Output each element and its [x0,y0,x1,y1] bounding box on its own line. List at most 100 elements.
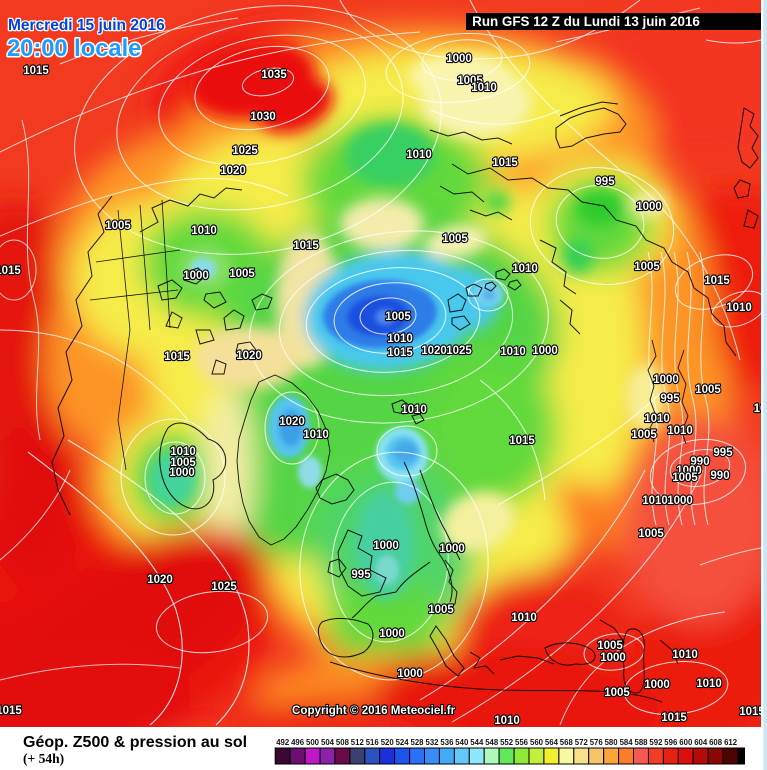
svg-text:1000: 1000 [373,540,399,552]
svg-text:504: 504 [321,738,335,747]
svg-text:1000: 1000 [439,543,465,555]
svg-text:1010: 1010 [696,678,722,690]
svg-text:1000: 1000 [169,467,195,479]
svg-text:560: 560 [530,738,544,747]
svg-text:1010: 1010 [494,715,520,727]
svg-text:995: 995 [713,447,733,459]
svg-text:1005: 1005 [170,457,196,469]
svg-text:580: 580 [605,738,619,747]
svg-text:600: 600 [679,738,693,747]
svg-text:1005: 1005 [631,429,657,441]
svg-text:1005: 1005 [229,268,255,280]
svg-text:1005: 1005 [385,311,411,323]
svg-text:500: 500 [306,738,320,747]
svg-text:1005: 1005 [457,75,483,87]
svg-text:1010: 1010 [667,425,693,437]
svg-text:1015: 1015 [23,65,49,77]
svg-text:1015: 1015 [704,275,730,287]
svg-text:1010: 1010 [644,413,670,425]
svg-text:492: 492 [276,738,290,747]
svg-text:Run GFS 12 Z du Lundi 13 juin: Run GFS 12 Z du Lundi 13 juin 2016 [472,14,700,29]
svg-text:1015: 1015 [509,435,535,447]
svg-text:572: 572 [575,738,589,747]
svg-text:536: 536 [440,738,454,747]
svg-text:1015: 1015 [293,240,319,252]
svg-text:1000: 1000 [653,374,679,386]
svg-text:1010: 1010 [511,612,537,624]
svg-text:1010: 1010 [512,263,538,275]
svg-text:532: 532 [425,738,439,747]
svg-text:1015: 1015 [164,351,190,363]
svg-text:520: 520 [381,738,395,747]
svg-text:516: 516 [366,738,380,747]
svg-text:1030: 1030 [250,111,276,123]
svg-text:496: 496 [291,738,305,747]
svg-text:995: 995 [351,569,371,581]
svg-text:1020: 1020 [220,165,246,177]
svg-text:608: 608 [709,738,723,747]
svg-text:1010: 1010 [170,446,196,458]
svg-text:1010: 1010 [672,649,698,661]
svg-text:1020: 1020 [147,574,173,586]
svg-text:1010: 1010 [191,225,217,237]
svg-text:512: 512 [351,738,365,747]
svg-text:1005: 1005 [672,472,698,484]
svg-text:1025: 1025 [446,345,472,357]
svg-text:1025: 1025 [232,145,258,157]
svg-text:1015: 1015 [0,705,22,717]
svg-text:1015: 1015 [387,347,413,359]
svg-text:508: 508 [336,738,350,747]
svg-text:1000: 1000 [532,345,558,357]
svg-text:1005: 1005 [695,384,721,396]
svg-text:596: 596 [664,738,678,747]
svg-text:990: 990 [710,470,729,482]
svg-text:1000: 1000 [397,668,423,680]
svg-text:1005: 1005 [604,687,630,699]
svg-text:1020: 1020 [279,416,305,428]
svg-text:1000: 1000 [676,465,702,477]
svg-text:1015: 1015 [661,712,687,724]
svg-text:1010: 1010 [500,346,526,358]
svg-text:552: 552 [500,738,514,747]
svg-text:1000: 1000 [446,53,472,65]
svg-text:1010: 1010 [406,149,432,161]
svg-text:1020: 1020 [421,345,447,357]
svg-text:544: 544 [470,738,484,747]
svg-text:1010: 1010 [642,495,668,507]
svg-text:1020: 1020 [236,350,262,362]
svg-text:1000: 1000 [644,679,670,691]
svg-text:Mercredi 15 juin 2016: Mercredi 15 juin 2016 [8,17,165,34]
svg-text:604: 604 [694,738,708,747]
svg-text:564: 564 [545,738,559,747]
svg-text:588: 588 [634,738,648,747]
svg-text:1000: 1000 [600,652,626,664]
svg-text:1005: 1005 [634,261,660,273]
svg-text:1000: 1000 [667,495,693,507]
svg-text:584: 584 [620,738,634,747]
svg-text:556: 556 [515,738,529,747]
svg-text:1010: 1010 [401,404,427,416]
svg-text:995: 995 [660,393,680,405]
svg-text:(+ 54h): (+ 54h) [23,751,64,766]
svg-text:548: 548 [485,738,499,747]
svg-text:1005: 1005 [428,604,454,616]
svg-text:1005: 1005 [105,220,131,232]
svg-text:1000: 1000 [636,201,662,213]
svg-text:10: 10 [754,403,767,415]
svg-text:1010: 1010 [303,429,329,441]
svg-text:Géop. Z500 & pression au sol: Géop. Z500 & pression au sol [23,734,247,751]
svg-text:1010: 1010 [726,302,752,314]
svg-text:20:00 locale: 20:00 locale [7,36,141,62]
svg-text:1015: 1015 [492,157,518,169]
svg-text:1010: 1010 [387,333,413,345]
svg-text:1005: 1005 [638,528,664,540]
svg-text:1000: 1000 [379,628,405,640]
svg-text:1005: 1005 [442,233,468,245]
svg-text:528: 528 [410,738,424,747]
svg-text:592: 592 [649,738,663,747]
svg-text:612: 612 [724,738,738,747]
svg-text:Copyright © 2016 Meteociel.fr: Copyright © 2016 Meteociel.fr [292,704,456,717]
svg-text:568: 568 [560,738,574,747]
svg-text:1025: 1025 [211,581,237,593]
svg-text:1015: 1015 [739,706,765,718]
